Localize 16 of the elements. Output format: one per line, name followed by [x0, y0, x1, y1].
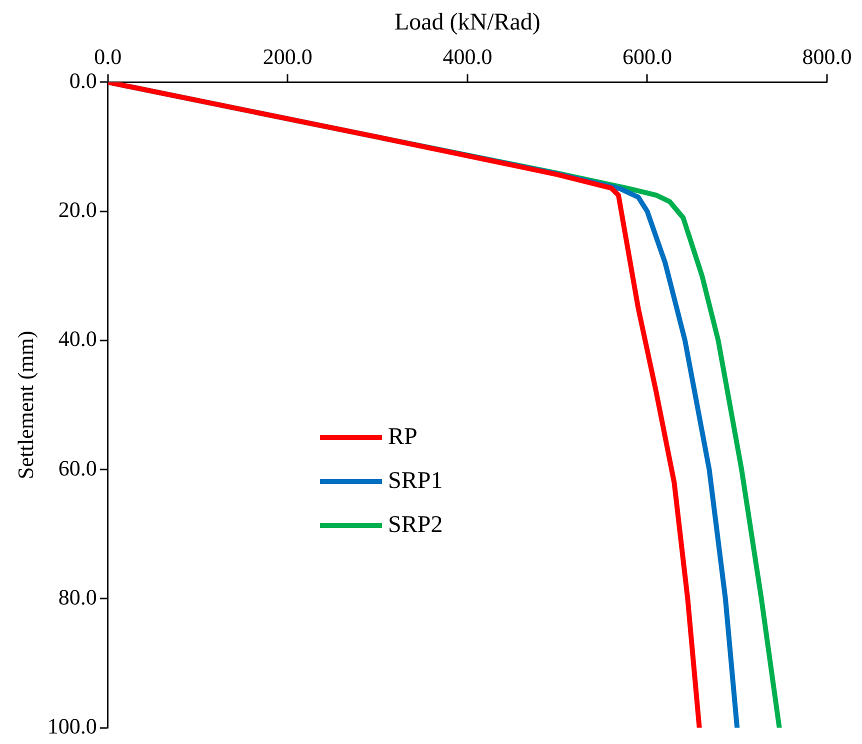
y-tick-label: 100.0 [47, 714, 97, 739]
y-tick-label: 20.0 [58, 197, 97, 222]
x-tick-label: 200.0 [262, 44, 312, 69]
x-tick-label: 600.0 [622, 44, 672, 69]
x-tick-label: 800.0 [802, 44, 852, 69]
y-tick-label: 0.0 [69, 68, 97, 93]
y-tick-label: 40.0 [58, 326, 97, 352]
legend-label: SRP1 [388, 468, 443, 494]
x-axis-title: Load (kN/Rad) [394, 10, 540, 36]
legend-label: RP [388, 424, 418, 450]
y-tick-label: 80.0 [58, 584, 97, 610]
y-tick-label: 60.0 [58, 455, 97, 480]
x-tick-label: 400.0 [442, 44, 492, 69]
legend-label: SRP2 [388, 512, 443, 538]
x-tick-label: 0.0 [94, 44, 122, 69]
y-axis-title: Settlement (mm) [12, 330, 38, 480]
